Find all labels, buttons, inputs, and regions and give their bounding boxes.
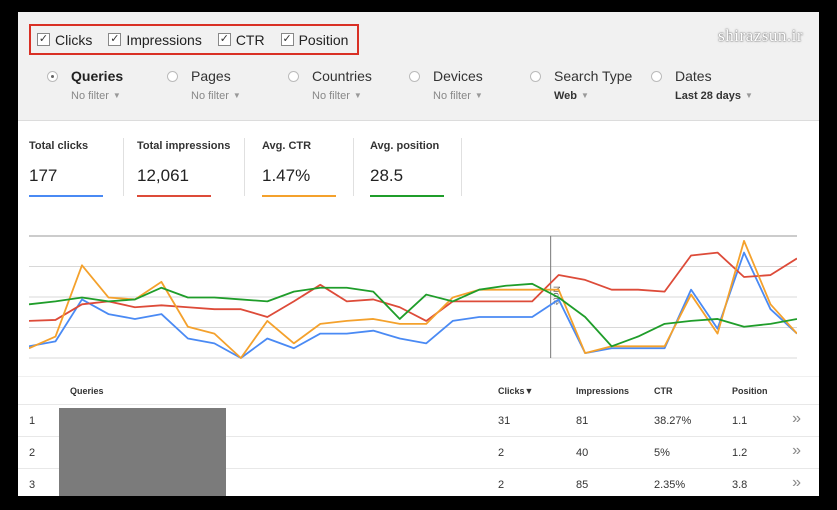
chevron-down-icon: ▼ — [745, 91, 753, 100]
row-impressions: 85 — [576, 479, 589, 491]
avg-ctr-title: Avg. CTR — [262, 140, 312, 152]
pages-radio-icon[interactable] — [167, 71, 178, 82]
toggle-ctr-label: CTR — [235, 31, 265, 48]
filter-devices-label: Devices — [433, 68, 483, 84]
queries-radio-icon[interactable] — [47, 71, 58, 82]
filter-search-type-label: Search Type — [554, 68, 633, 84]
row-clicks: 2 — [498, 447, 505, 459]
expand-row-icon[interactable]: » — [792, 442, 801, 459]
chart-series — [29, 239, 797, 359]
avg-position-title: Avg. position — [370, 140, 440, 152]
expand-row-icon[interactable]: » — [792, 474, 801, 491]
clicks-checkbox-icon[interactable]: ✓ — [37, 33, 50, 46]
row-impressions: 81 — [576, 415, 589, 427]
filter-dates-sub[interactable]: Last 28 days ▼ — [675, 90, 753, 102]
col-header-position[interactable]: Position — [732, 386, 768, 396]
col-header-impressions[interactable]: Impressions — [576, 386, 630, 396]
table-row[interactable]: 1 31 81 38.27% 1.1 » — [18, 404, 819, 437]
row-position: 1.1 — [732, 415, 748, 427]
avg-ctr-color-bar — [262, 195, 336, 197]
total-impressions-title: Total impressions — [137, 140, 231, 152]
watermark: shirazsun.ir — [718, 26, 803, 45]
toggle-clicks[interactable]: ✓ Clicks — [37, 32, 92, 48]
expand-row-icon[interactable]: » — [792, 410, 801, 427]
total-clicks-title: Total clicks — [29, 140, 89, 152]
row-position: 1.2 — [732, 447, 748, 459]
col-header-clicks[interactable]: Clicks▼ — [498, 386, 534, 396]
toggle-ctr[interactable]: ✓ CTR — [217, 31, 265, 48]
summary-metrics: Total clicks 177 Total impressions 12,06… — [18, 134, 819, 204]
filter-queries-label: Queries — [71, 68, 124, 84]
summary-divider — [461, 138, 462, 196]
toggle-impressions-label: Impressions — [126, 31, 202, 48]
chart-series-line-2 — [29, 239, 797, 359]
avg-position-value: 28.5 — [370, 166, 404, 185]
total-clicks-color-bar — [29, 195, 103, 197]
impressions-checkbox-icon[interactable]: ✓ — [108, 33, 122, 46]
toggle-impressions[interactable]: ✓ Impressions — [108, 31, 202, 48]
row-clicks: 31 — [498, 415, 511, 427]
row-position: 3.8 — [732, 479, 748, 491]
devices-radio-icon[interactable] — [409, 71, 420, 82]
search-analytics-panel: ✓ Clicks ✓ Impressions ✓ CTR ✓ Position … — [18, 12, 819, 496]
table-row[interactable]: 2 2 40 5% 1.2 » — [18, 436, 819, 469]
summary-divider — [353, 138, 354, 196]
performance-line-chart[interactable]: Note — [29, 234, 797, 360]
row-ctr: 5% — [654, 447, 670, 459]
summary-divider — [123, 138, 124, 196]
row-ctr: 38.27% — [654, 415, 692, 427]
filter-countries-label: Countries — [312, 68, 372, 84]
summary-divider — [244, 138, 245, 196]
metric-toggles: ✓ Clicks ✓ Impressions ✓ CTR ✓ Position — [29, 24, 359, 55]
chevron-down-icon: ▼ — [232, 91, 241, 100]
filter-countries-sub[interactable]: No filter ▼ — [312, 90, 362, 102]
ctr-checkbox-icon[interactable]: ✓ — [217, 33, 231, 46]
filter-pages-label: Pages — [191, 68, 231, 84]
row-clicks: 2 — [498, 479, 505, 491]
toggle-clicks-label: Clicks — [55, 31, 93, 48]
total-clicks-value: 177 — [29, 166, 58, 185]
col-header-queries[interactable]: Queries — [70, 386, 104, 396]
chevron-down-icon: ▼ — [353, 91, 362, 100]
total-impressions-color-bar — [137, 195, 211, 197]
table-row[interactable]: 3 2 85 2.35% 3.8 » — [18, 468, 819, 496]
dimension-filters: Queries No filter ▼ Pages No filter ▼ Coun… — [18, 68, 819, 114]
chevron-down-icon: ▼ — [581, 91, 589, 100]
search-type-radio-icon[interactable] — [530, 71, 541, 82]
avg-position-color-bar — [370, 195, 444, 197]
filter-pages-sub[interactable]: No filter ▼ — [191, 90, 241, 102]
dates-radio-icon[interactable] — [651, 71, 662, 82]
filter-header: ✓ Clicks ✓ Impressions ✓ CTR ✓ Position … — [18, 12, 819, 121]
chart-gridlines — [29, 235, 797, 359]
chart-series-line-1 — [29, 251, 797, 322]
filter-search-type-sub[interactable]: Web ▼ — [554, 90, 589, 102]
chart-series-line-3 — [29, 282, 797, 348]
filter-devices-sub[interactable]: No filter ▼ — [433, 90, 483, 102]
toggle-position[interactable]: ✓ Position — [280, 31, 349, 48]
row-ctr: 2.35% — [654, 479, 686, 491]
row-impressions: 40 — [576, 447, 589, 459]
row-index: 3 — [29, 479, 36, 491]
col-header-ctr[interactable]: CTR — [654, 386, 673, 396]
filter-queries-sub[interactable]: No filter ▼ — [71, 90, 121, 102]
total-impressions-value: 12,061 — [137, 166, 189, 185]
countries-radio-icon[interactable] — [288, 71, 299, 82]
chevron-down-icon: ▼ — [112, 91, 121, 100]
toggle-position-label: Position — [298, 31, 349, 48]
avg-ctr-value: 1.47% — [262, 166, 311, 185]
position-checkbox-icon[interactable]: ✓ — [280, 33, 294, 46]
table-header: Queries Clicks▼ Impressions CTR Position — [18, 376, 819, 405]
row-index: 1 — [29, 415, 36, 427]
filter-dates-label: Dates — [675, 68, 712, 84]
row-index: 2 — [29, 447, 36, 459]
chevron-down-icon: ▼ — [474, 91, 483, 100]
redacted-query-block — [59, 408, 226, 496]
